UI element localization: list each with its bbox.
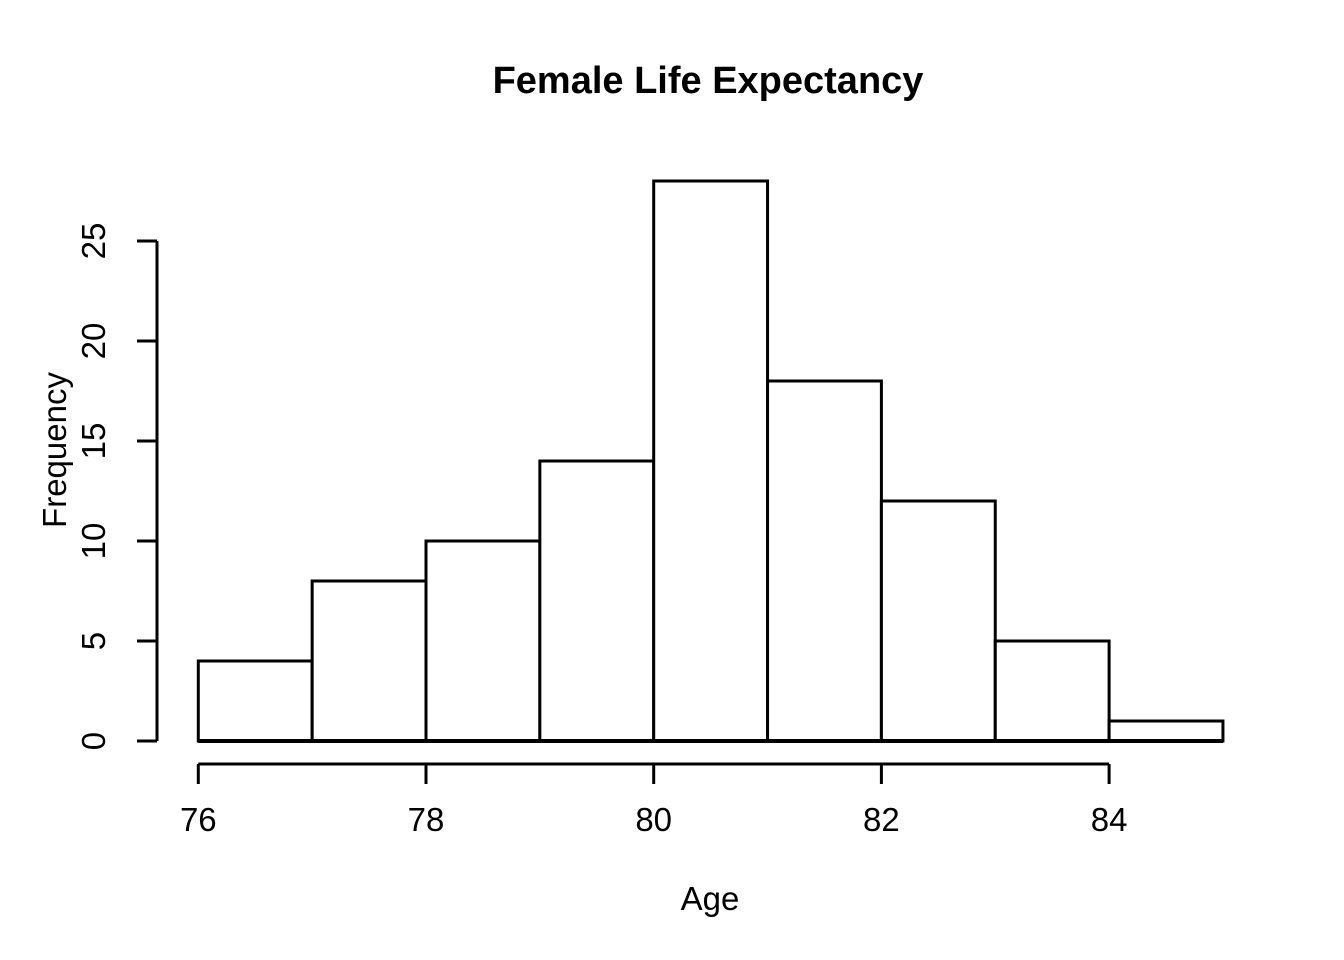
histogram-bar <box>766 379 883 743</box>
x-tick-label: 80 <box>635 801 672 838</box>
y-tick-label: 0 <box>75 732 112 750</box>
y-tick-label: 25 <box>75 223 112 260</box>
histogram-bar <box>1107 719 1225 743</box>
y-tick-label: 20 <box>75 323 112 360</box>
y-tick-label: 5 <box>75 632 112 650</box>
histogram-bar <box>993 639 1111 743</box>
y-axis-title: Frequency <box>36 372 73 528</box>
histogram-bar <box>310 579 428 743</box>
bars-group <box>196 179 1225 743</box>
x-axis-title: Age <box>681 880 740 917</box>
x-tick-label: 84 <box>1091 801 1128 838</box>
histogram-bar <box>879 499 997 743</box>
x-axis: 76 78 80 82 84 <box>180 762 1128 838</box>
x-tick-label: 82 <box>863 801 900 838</box>
y-axis: 0 5 10 15 20 25 <box>75 223 159 750</box>
histogram-bar <box>424 539 542 743</box>
x-tick-label: 76 <box>180 801 217 838</box>
histogram-bar <box>652 179 770 743</box>
chart-title: Female Life Expectancy <box>493 60 924 102</box>
y-tick-label: 15 <box>75 423 112 460</box>
x-tick-label: 78 <box>408 801 445 838</box>
histogram-bar <box>538 459 656 743</box>
y-tick-label: 10 <box>75 523 112 560</box>
histogram-bar <box>196 659 314 743</box>
